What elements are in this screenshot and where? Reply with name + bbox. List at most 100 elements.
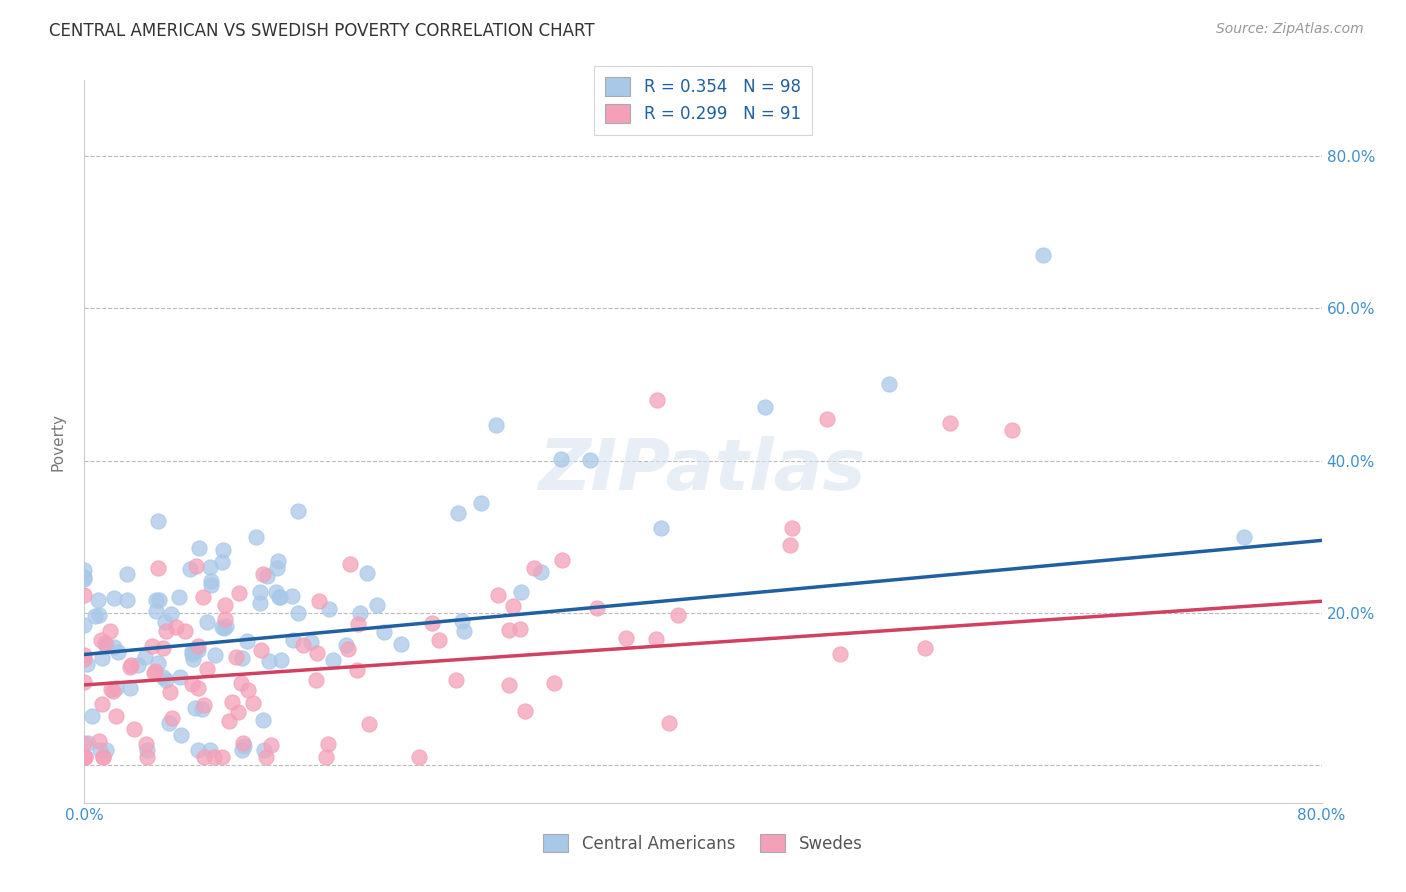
Point — [214, 598, 236, 612]
Point — [73, 652, 96, 666]
Point — [650, 521, 672, 535]
Point — [318, 601, 340, 615]
Point — [513, 704, 536, 718]
Point — [187, 639, 209, 653]
Y-axis label: Poverty: Poverty — [51, 412, 66, 471]
Point — [502, 599, 524, 614]
Point — [253, 742, 276, 756]
Point — [89, 742, 111, 756]
Point — [315, 750, 337, 764]
Point — [235, 634, 257, 648]
Point — [193, 590, 215, 604]
Point — [359, 717, 381, 731]
Point — [73, 563, 96, 577]
Point — [270, 653, 292, 667]
Point — [389, 637, 412, 651]
Point — [228, 586, 250, 600]
Point — [90, 651, 112, 665]
Point — [231, 676, 253, 690]
Point — [830, 647, 852, 661]
Point — [550, 451, 572, 466]
Point — [349, 606, 371, 620]
Point — [252, 566, 274, 581]
Point — [259, 654, 281, 668]
Point — [181, 647, 204, 661]
Point — [269, 590, 291, 604]
Point — [174, 624, 197, 638]
Point — [346, 663, 368, 677]
Point — [187, 643, 209, 657]
Point — [82, 709, 104, 723]
Point — [91, 697, 114, 711]
Point — [181, 651, 204, 665]
Point — [200, 560, 222, 574]
Point — [103, 640, 125, 655]
Point — [135, 737, 157, 751]
Point — [231, 651, 253, 665]
Point — [287, 504, 309, 518]
Point — [73, 572, 96, 586]
Point — [73, 736, 96, 750]
Point — [530, 565, 553, 579]
Point — [1032, 248, 1054, 262]
Point — [447, 506, 470, 520]
Point — [73, 618, 96, 632]
Point — [256, 569, 278, 583]
Point — [107, 645, 129, 659]
Point — [148, 593, 170, 607]
Point — [204, 648, 226, 662]
Point — [146, 656, 169, 670]
Point — [153, 615, 176, 629]
Point — [87, 734, 110, 748]
Point — [1001, 423, 1024, 437]
Point — [91, 750, 114, 764]
Point — [522, 561, 544, 575]
Point — [200, 578, 222, 592]
Point — [73, 570, 96, 584]
Point — [450, 614, 472, 628]
Point — [266, 561, 288, 575]
Point — [73, 648, 96, 662]
Point — [211, 555, 233, 569]
Point — [117, 567, 139, 582]
Point — [260, 738, 283, 752]
Point — [127, 658, 149, 673]
Point — [160, 607, 183, 621]
Point — [89, 608, 111, 623]
Point — [73, 675, 96, 690]
Point — [245, 530, 267, 544]
Point — [143, 665, 166, 680]
Point — [193, 698, 215, 712]
Point — [291, 638, 314, 652]
Point — [486, 587, 509, 601]
Point — [304, 673, 326, 687]
Point — [191, 702, 214, 716]
Legend: Central Americans, Swedes: Central Americans, Swedes — [537, 828, 869, 860]
Point — [815, 411, 838, 425]
Point — [228, 705, 250, 719]
Point — [366, 599, 388, 613]
Point — [939, 416, 962, 430]
Point — [356, 566, 378, 580]
Point — [200, 574, 222, 588]
Point — [120, 681, 142, 695]
Point — [551, 553, 574, 567]
Point — [134, 649, 156, 664]
Point — [167, 591, 190, 605]
Point — [231, 742, 253, 756]
Point — [115, 592, 138, 607]
Point — [94, 742, 117, 756]
Point — [242, 696, 264, 710]
Point — [159, 685, 181, 699]
Point — [347, 617, 370, 632]
Point — [408, 750, 430, 764]
Point — [101, 684, 124, 698]
Point — [169, 670, 191, 684]
Point — [335, 638, 357, 652]
Point — [170, 729, 193, 743]
Point — [498, 678, 520, 692]
Point — [509, 623, 531, 637]
Point — [420, 616, 443, 631]
Point — [122, 722, 145, 736]
Point — [427, 632, 450, 647]
